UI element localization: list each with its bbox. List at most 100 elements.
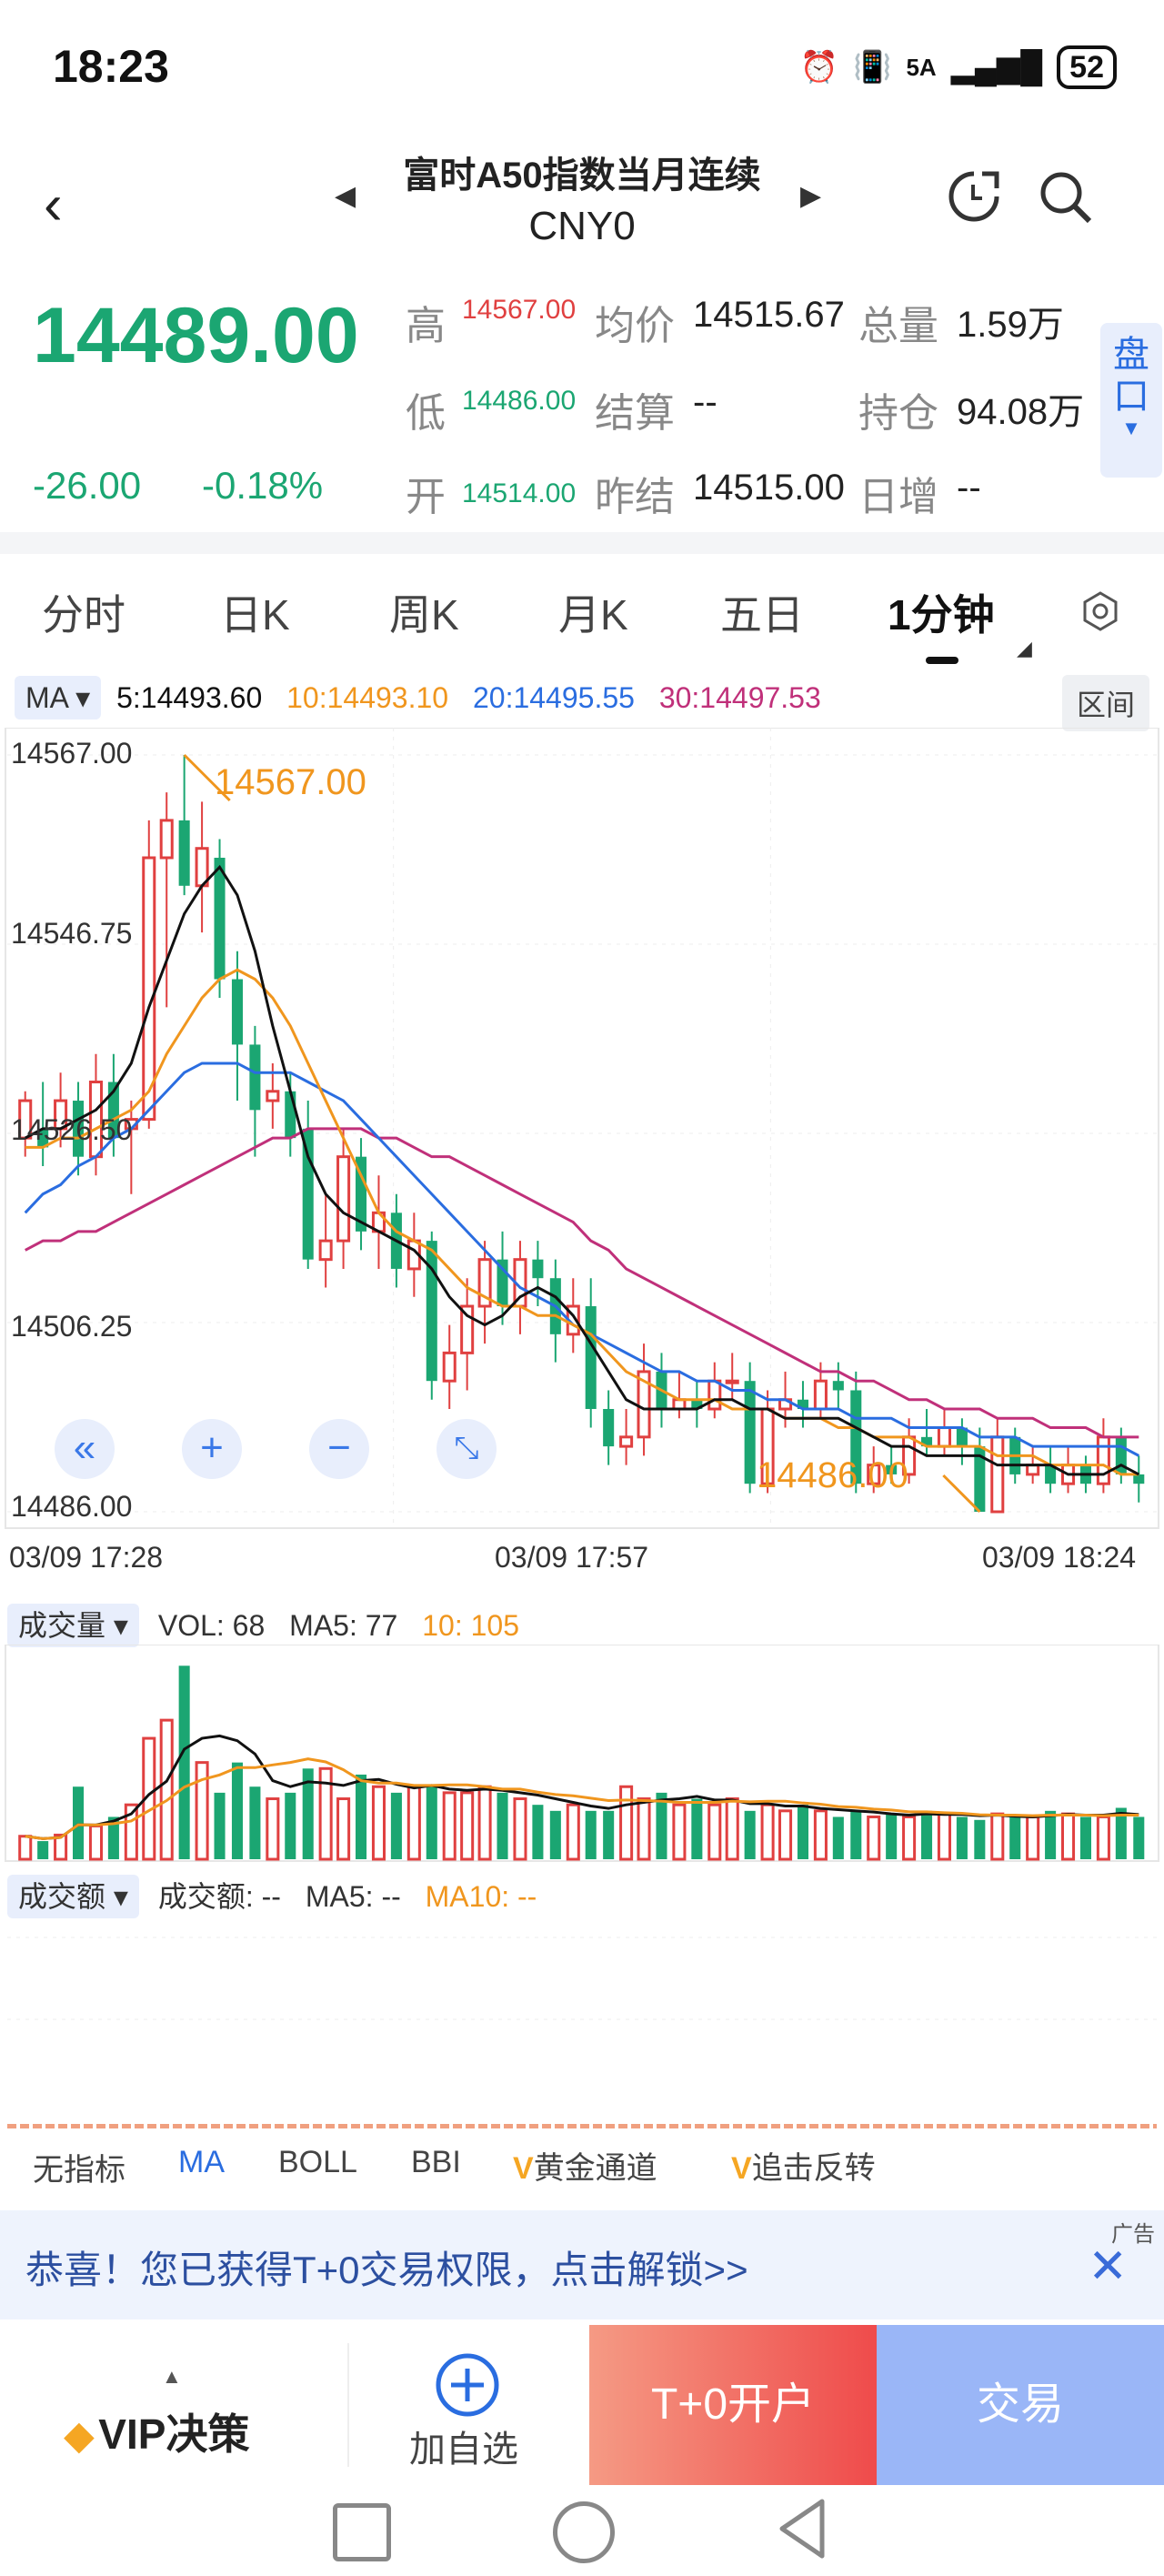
indicator-golden-channel[interactable]: V黄金通道	[513, 2143, 657, 2188]
high-label: 高	[406, 304, 446, 348]
battery-icon: 52	[1057, 45, 1117, 89]
indicator-ma[interactable]: MA	[178, 2145, 225, 2179]
ma20-readout: 20:14495.55	[472, 681, 635, 714]
zoom-out-icon[interactable]: −	[309, 1419, 369, 1479]
home-icon[interactable]	[553, 2501, 615, 2563]
promo-text[interactable]: 恭喜！您已获得T+0交易权限，点击解锁>>	[25, 2249, 748, 2291]
volume-bar-51	[921, 1810, 933, 1859]
volume-bar-41	[744, 1810, 756, 1859]
volume-bar-40	[725, 1797, 739, 1861]
candle-body-45	[813, 1379, 828, 1411]
y-tick-1: 14546.75	[11, 917, 133, 950]
vip-decision-button[interactable]: ◆ VIP决策	[64, 2401, 249, 2461]
ma-select[interactable]: MA ▾	[15, 676, 102, 719]
range-button[interactable]: 区间	[1061, 675, 1149, 731]
zoom-in-icon[interactable]: +	[182, 1419, 242, 1479]
refresh-icon[interactable]	[946, 168, 1002, 236]
candle-body-57	[1026, 1464, 1040, 1476]
oi-value: 94.08万	[957, 392, 1085, 432]
tab-intraday[interactable]: 分时	[42, 591, 125, 639]
status-icons: ⏰ 📳 5A ▂▄▆█ 52	[800, 45, 1117, 89]
next-instrument-icon[interactable]: ▶	[800, 181, 822, 211]
low-marker-line	[942, 1474, 981, 1514]
vip-v-icon: V	[513, 2151, 534, 2186]
volume-bar-46	[832, 1816, 844, 1859]
chevron-down-icon: ▼	[1121, 417, 1141, 439]
candle-body-15	[285, 1091, 296, 1139]
ma-bar: MA ▾ 5:14493.60 10:14493.10 20:14495.55 …	[15, 676, 821, 719]
settings-icon[interactable]	[1079, 589, 1122, 638]
add-watchlist-icon[interactable]	[435, 2352, 500, 2422]
volume-select[interactable]: 成交量 ▾	[7, 1604, 139, 1647]
volume-bar-32	[585, 1810, 597, 1859]
back-nav-icon[interactable]	[775, 2496, 829, 2566]
volume-ma10-readout: 10: 105	[422, 1609, 519, 1642]
tab-dropdown-icon[interactable]: ◢	[1017, 637, 1032, 659]
volume-value: 1.59万	[957, 305, 1064, 345]
prev-instrument-icon[interactable]: ◀	[335, 181, 356, 211]
promo-banner[interactable]	[0, 2210, 1164, 2319]
indicator-bbi[interactable]: BBI	[411, 2145, 461, 2179]
volume-bar-39	[707, 1803, 722, 1861]
scroll-left-icon[interactable]: «	[55, 1419, 115, 1479]
volume-ma5-line	[25, 1734, 1139, 1840]
x-tick-1: 03/09 17:57	[495, 1541, 649, 1574]
volume-bar-62	[1115, 1807, 1127, 1859]
tab-monthly-k[interactable]: 月K	[558, 591, 628, 639]
high-value: 14567.00	[462, 295, 577, 325]
indicator-none[interactable]: 无指标	[33, 2153, 125, 2188]
volume-bar-25	[460, 1791, 475, 1861]
volume-bar-52	[937, 1812, 951, 1861]
tab-five-day[interactable]: 五日	[720, 591, 804, 639]
oi-label: 持仓	[858, 391, 938, 436]
expand-up-icon[interactable]: ▲	[162, 2365, 182, 2388]
volume-bar-16	[302, 1768, 314, 1859]
low-marker-label: 14486.00	[757, 1455, 908, 1495]
turnover-ma10-readout: MA10: --	[425, 1880, 537, 1913]
network-label: 5A	[906, 53, 937, 81]
indicator-chase-reversal[interactable]: V追击反转	[731, 2143, 876, 2188]
settle-label: 结算	[595, 391, 675, 436]
search-icon[interactable]	[1037, 168, 1095, 238]
volume-bar-0	[18, 1835, 33, 1861]
ma30-line	[25, 1127, 1139, 1439]
active-tab-indicator	[926, 657, 958, 664]
candle-body-14	[266, 1090, 280, 1102]
signal-icon: ▂▄▆█	[950, 50, 1043, 85]
turnover-label: 成交额	[18, 1880, 106, 1913]
ma10-readout: 10:14493.10	[286, 681, 449, 714]
volume-bar-54	[974, 1819, 986, 1859]
candle-body-18	[336, 1155, 351, 1243]
indicator-boll[interactable]: BOLL	[278, 2145, 357, 2179]
pankou-button[interactable]: 盘口 ▼	[1100, 323, 1162, 478]
ma10-line	[25, 968, 1139, 1476]
close-icon[interactable]: ✕	[1088, 2240, 1128, 2293]
candle-body-37	[672, 1398, 687, 1411]
candle-body-58	[1045, 1464, 1057, 1484]
volume-bar-61	[1096, 1815, 1110, 1861]
turnover-select[interactable]: 成交额 ▾	[7, 1875, 139, 1918]
volume-bar-5	[107, 1816, 119, 1859]
volume-bar-45	[813, 1809, 828, 1861]
add-watchlist-label[interactable]: 加自选	[409, 2430, 518, 2470]
volume-label: 总量	[858, 304, 938, 348]
candle-body-55	[990, 1435, 1005, 1514]
back-icon[interactable]: ‹	[44, 174, 63, 236]
recents-icon[interactable]	[333, 2503, 391, 2561]
volume-bar-20	[371, 1785, 386, 1861]
trade-button[interactable]: 交易	[877, 2325, 1164, 2485]
fullscreen-icon[interactable]: ⤡	[436, 1419, 497, 1479]
tab-weekly-k[interactable]: 周K	[389, 591, 459, 639]
avg-label: 均价	[595, 304, 675, 348]
candle-body-29	[532, 1259, 544, 1279]
candle-body-51	[921, 1436, 933, 1447]
tab-1-minute[interactable]: 1分钟	[888, 591, 995, 639]
tab-daily-k[interactable]: 日K	[220, 591, 290, 639]
t0-open-account-button[interactable]: T+0开户	[589, 2325, 877, 2485]
status-bar: 18:23 ⏰ 📳 5A ▂▄▆█ 52	[0, 0, 1164, 136]
volume-bar-19	[356, 1774, 367, 1859]
daily-inc-value: --	[957, 468, 981, 508]
volume-bar-8	[159, 1718, 174, 1861]
candlestick-chart[interactable]	[0, 728, 1164, 1565]
turnover-readout: 成交额: --	[157, 1880, 281, 1913]
